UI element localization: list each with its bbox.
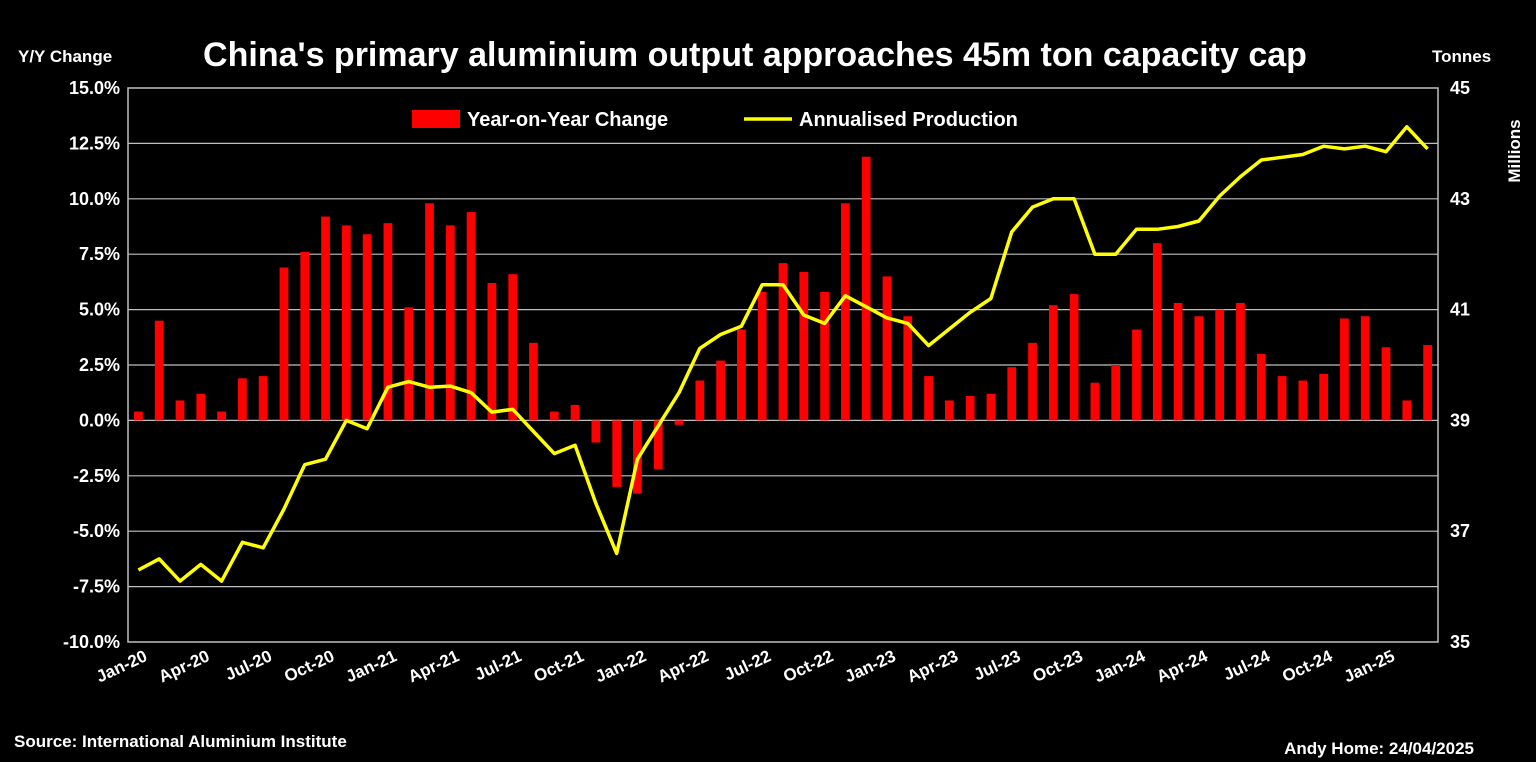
left-tick-label: -5.0% [73, 521, 120, 541]
yoy-bar [237, 378, 247, 421]
legend-label-bar: Year-on-Year Change [467, 109, 668, 131]
yoy-bar [1152, 243, 1162, 421]
yoy-bar [1256, 353, 1266, 421]
yoy-bar [737, 329, 746, 421]
yoy-bar [820, 291, 829, 421]
left-tick-label: 2.5% [79, 355, 120, 375]
right-axis-ticks: 45 43 41 39 37 35 [1450, 78, 1470, 652]
yoy-bar [861, 156, 871, 421]
yoy-bar [1007, 367, 1017, 421]
yoy-bar [1277, 376, 1287, 421]
yoy-bar [612, 420, 622, 487]
left-tick-label: 12.5% [69, 133, 120, 153]
yoy-bar [1215, 309, 1225, 421]
yoy-bar [716, 360, 725, 421]
right-tick-label: 39 [1450, 410, 1470, 430]
legend-swatch-bar [412, 110, 460, 128]
source-note: Source: International Aluminium Institut… [14, 732, 347, 751]
yoy-bar [944, 400, 954, 421]
legend: Year-on-Year Change Annualised Productio… [412, 109, 1018, 131]
yoy-bar [445, 225, 455, 421]
yoy-bar [841, 203, 850, 421]
right-axis-label: Tonnes [1432, 47, 1491, 66]
right-tick-label: 35 [1450, 632, 1470, 652]
yoy-bar [903, 316, 913, 421]
yoy-bar [1340, 318, 1349, 421]
yoy-bar [570, 404, 580, 421]
yoy-bar [362, 234, 372, 421]
yoy-bar [882, 276, 892, 421]
yoy-bar [965, 396, 975, 421]
left-tick-label: 7.5% [79, 244, 120, 264]
yoy-bar [695, 380, 705, 421]
chart-title: China's primary aluminium output approac… [203, 36, 1307, 74]
yoy-bar [1194, 316, 1204, 421]
yoy-bar [1381, 347, 1391, 421]
yoy-bar [529, 342, 538, 421]
left-axis-ticks: 15.0% 12.5% 10.0% 7.5% 5.0% 2.5% 0.0% -2.5% -5.0… [63, 78, 120, 652]
left-tick-label: 0.0% [79, 410, 120, 430]
yoy-bar [674, 420, 684, 425]
yoy-bar [466, 212, 476, 421]
yoy-bar [258, 376, 268, 421]
left-tick-label: 5.0% [79, 300, 120, 320]
yoy-bar [924, 376, 933, 421]
yoy-bar [1298, 380, 1308, 421]
left-tick-label: -10.0% [63, 632, 120, 652]
right-tick-label: 45 [1450, 78, 1470, 98]
yoy-bar [508, 274, 518, 421]
yoy-bar [196, 393, 206, 421]
yoy-bar [383, 223, 393, 421]
yoy-bar [653, 420, 663, 470]
credit-note: Andy Home: 24/04/2025 [1284, 739, 1474, 758]
yoy-bar [1111, 365, 1121, 421]
yoy-bar [778, 263, 788, 421]
yoy-bar [1173, 302, 1183, 421]
yoy-bar [1048, 305, 1058, 421]
yoy-bar [134, 411, 143, 421]
yoy-bar [217, 411, 226, 421]
left-tick-label: 10.0% [69, 189, 120, 209]
right-tick-label: 41 [1450, 300, 1470, 320]
yoy-bar [757, 291, 767, 421]
annualised-production-line [137, 125, 1429, 583]
yoy-bar [986, 393, 996, 421]
yoy-bar [341, 225, 351, 421]
yoy-bar [1319, 373, 1329, 421]
yoy-bar [1090, 382, 1100, 421]
legend-label-line: Annualised Production [799, 109, 1018, 131]
left-tick-label: 15.0% [69, 78, 120, 98]
yoy-bar [154, 320, 164, 421]
bar-series [134, 156, 1432, 494]
yoy-bar [175, 400, 185, 421]
line-series [137, 125, 1429, 583]
right-tick-label: 43 [1450, 189, 1470, 209]
yoy-bar [1402, 400, 1412, 421]
yoy-bar [591, 420, 601, 443]
yoy-bar [1028, 342, 1037, 421]
yoy-bar [799, 271, 809, 421]
left-tick-label: -2.5% [73, 466, 120, 486]
yoy-bar [300, 251, 310, 421]
right-axis-unit: Millions [1505, 119, 1524, 182]
yoy-bar [279, 267, 289, 421]
yoy-bar [1236, 302, 1245, 421]
left-tick-label: -7.5% [73, 577, 120, 597]
yoy-bar [1132, 329, 1141, 421]
yoy-bar [321, 216, 330, 421]
yoy-bar [1360, 316, 1370, 421]
yoy-bar [549, 411, 559, 421]
yoy-bar [487, 283, 497, 421]
left-axis-label: Y/Y Change [18, 47, 112, 66]
yoy-bar [404, 307, 414, 421]
yoy-bar [1069, 294, 1079, 421]
right-tick-label: 37 [1450, 521, 1470, 541]
yoy-bar [1423, 345, 1432, 421]
yoy-bar [425, 203, 434, 421]
